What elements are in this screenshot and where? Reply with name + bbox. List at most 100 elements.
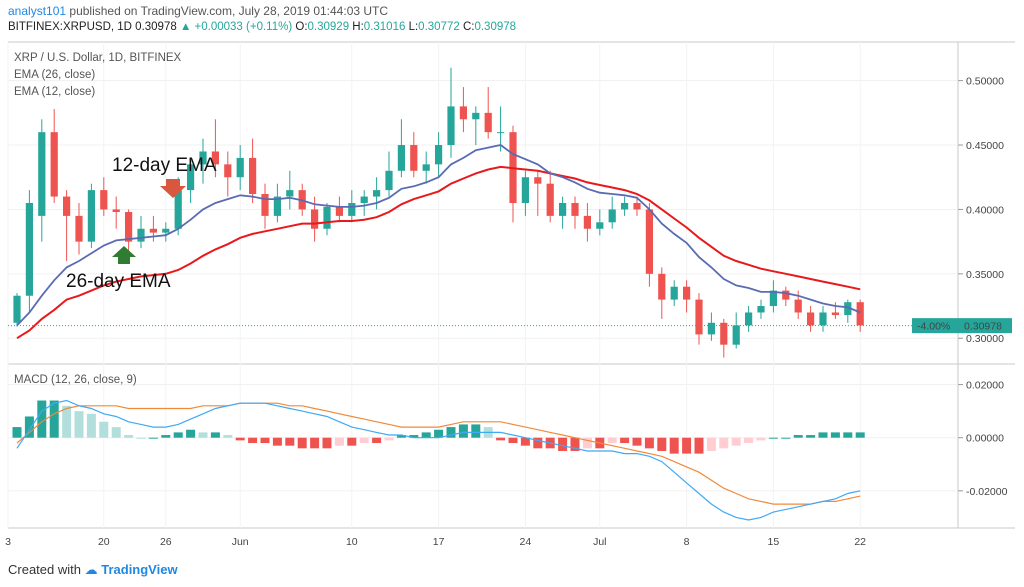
candle <box>422 151 430 184</box>
candle-body <box>137 228 145 242</box>
candle-body <box>335 206 343 216</box>
time-tick-label: 8 <box>684 536 690 548</box>
candle <box>745 306 753 332</box>
time-tick-label: 15 <box>768 536 780 548</box>
candle-body <box>807 312 815 326</box>
macd-histogram-bar <box>830 432 840 438</box>
candle-body <box>596 222 604 229</box>
candle <box>137 215 145 249</box>
macd-histogram-bar <box>297 437 307 449</box>
candle <box>596 209 604 236</box>
candle-body <box>695 299 703 335</box>
candle-body <box>348 203 356 216</box>
time-tick-label: 10 <box>346 536 358 548</box>
macd-histogram-bar <box>843 432 853 438</box>
macd-histogram-bar <box>719 437 729 449</box>
macd-title[interactable]: MACD (12, 26, close, 9) <box>14 374 137 386</box>
macd-histogram-bar <box>136 437 146 439</box>
candle-body <box>100 190 108 210</box>
annotation-26-day-ema: 26-day EMA <box>66 271 171 292</box>
candle <box>447 67 455 158</box>
candle <box>125 209 133 255</box>
macd-histogram-bar <box>657 437 667 451</box>
macd-histogram-bar <box>607 437 617 444</box>
ema12-line <box>16 144 861 327</box>
candle-body <box>211 151 219 165</box>
macd-histogram-bar <box>471 424 481 438</box>
last-price-label: 0.30978 <box>964 321 1002 333</box>
candle <box>323 203 331 236</box>
candle <box>13 293 21 327</box>
high-label: H: <box>352 21 364 33</box>
low-value: 0.30772 <box>418 21 460 33</box>
candle <box>831 302 839 319</box>
ema26-line <box>16 165 861 340</box>
candle <box>100 177 108 216</box>
macd-histogram-bar <box>781 437 791 439</box>
price-axis[interactable]: 0.50000 0.45000 0.40000 0.35000 0.30000 0.020… <box>958 76 1008 498</box>
macd-histogram-bar <box>384 437 394 441</box>
candle-body <box>534 177 542 184</box>
legend-ema12[interactable]: EMA (12, close) <box>14 86 95 98</box>
last-change-label: -4.00% <box>917 321 950 333</box>
macd-histogram-bar <box>768 437 778 439</box>
candle-body <box>769 290 777 307</box>
open-value: 0.30929 <box>307 21 350 33</box>
last-price-marker: -4.00% 0.30978 <box>912 318 1012 334</box>
candle <box>236 145 244 191</box>
candle <box>583 203 591 242</box>
macd-histogram-bar <box>508 437 518 444</box>
candle <box>261 183 269 229</box>
candle-body <box>311 209 319 229</box>
chart-title: XRP / U.S. Dollar, 1D, BITFINEX <box>14 52 182 64</box>
macd-histogram-bar <box>124 435 134 438</box>
macd-histogram-bar <box>458 424 468 438</box>
macd-histogram-bar <box>148 437 158 439</box>
candle <box>732 312 740 349</box>
macd-histogram-bar <box>632 437 642 446</box>
candle-body <box>608 209 616 223</box>
candle-body <box>782 290 790 300</box>
candle-body <box>720 322 728 345</box>
up-arrow-icon: ▲ <box>179 21 192 33</box>
candle <box>720 318 728 358</box>
candle-body <box>571 203 579 216</box>
candle-body <box>112 209 120 213</box>
author-link[interactable]: analyst101 <box>8 4 67 18</box>
candle-body <box>162 228 170 233</box>
candle <box>707 312 715 341</box>
candle-body <box>497 132 505 134</box>
candle <box>25 190 33 313</box>
candle <box>782 286 790 307</box>
candle <box>472 106 480 146</box>
candle <box>509 125 517 223</box>
candle <box>658 267 666 319</box>
macd-layer <box>12 399 865 521</box>
legend-ema26[interactable]: EMA (26, close) <box>14 69 95 81</box>
time-tick-label: 26 <box>160 536 172 548</box>
macd-tick-label: 0.02000 <box>966 380 1004 392</box>
up-arrow-icon <box>112 246 136 264</box>
candle <box>683 280 691 313</box>
candle-body <box>844 302 852 316</box>
candle-body <box>410 145 418 171</box>
candle <box>621 196 629 216</box>
macd-histogram-bar <box>186 429 196 438</box>
tradingview-brand[interactable]: TradingView <box>101 562 178 577</box>
candle <box>224 151 232 197</box>
candle-body <box>472 112 480 120</box>
candle-body <box>794 299 802 313</box>
macd-signal-line <box>16 402 861 505</box>
candle-body <box>707 322 715 335</box>
time-axis[interactable]: 3 20 26 Jun 10 17 24 Jul 8 15 22 <box>5 536 866 548</box>
macd-histogram-bar <box>620 437 630 444</box>
candle-body <box>125 212 133 242</box>
macd-histogram-bar <box>793 435 803 438</box>
macd-histogram-bar <box>49 400 59 438</box>
macd-histogram-bar <box>86 413 96 438</box>
candle-body <box>50 132 58 197</box>
candle-body <box>199 151 207 165</box>
time-tick-label: 3 <box>5 536 11 548</box>
macd-histogram-bar <box>347 437 357 446</box>
